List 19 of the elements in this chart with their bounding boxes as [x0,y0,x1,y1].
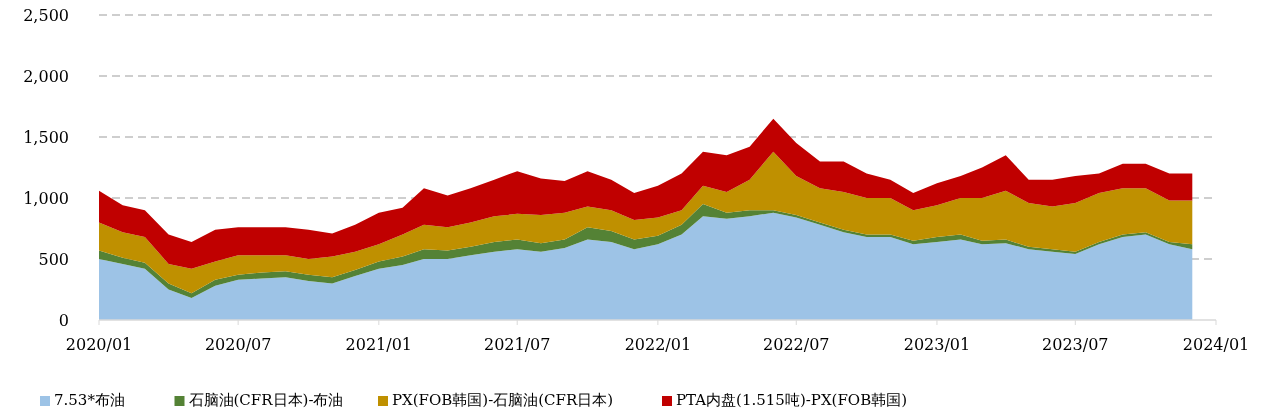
x-tick-label: 2023/07 [1042,335,1109,354]
y-tick-label: 1,500 [23,128,69,147]
y-tick-label: 1,000 [23,189,69,208]
legend-label: 石脑油(CFR日本)-布油 [188,391,344,409]
x-tick-label: 2021/01 [345,335,413,354]
legend-label: 7.53*布油 [54,391,125,409]
legend-label: PX(FOB韩国)-石脑油(CFR日本) [392,391,614,409]
x-tick-label: 2021/07 [483,335,551,354]
y-tick-label: 2,500 [23,6,69,25]
legend-label: PTA内盘(1.515吨)-PX(FOB韩国) [676,391,908,409]
x-tick-label: 2024/01 [1182,335,1250,354]
x-tick-label: 2020/01 [65,335,133,354]
y-tick-label: 2,000 [23,67,69,86]
x-tick-label: 2022/01 [624,335,692,354]
x-tick-label: 2022/07 [763,335,830,354]
y-tick-label: 0 [58,311,69,330]
y-tick-label: 500 [38,250,69,269]
x-tick-label: 2023/01 [903,335,971,354]
x-tick-label: 2020/07 [204,335,272,354]
